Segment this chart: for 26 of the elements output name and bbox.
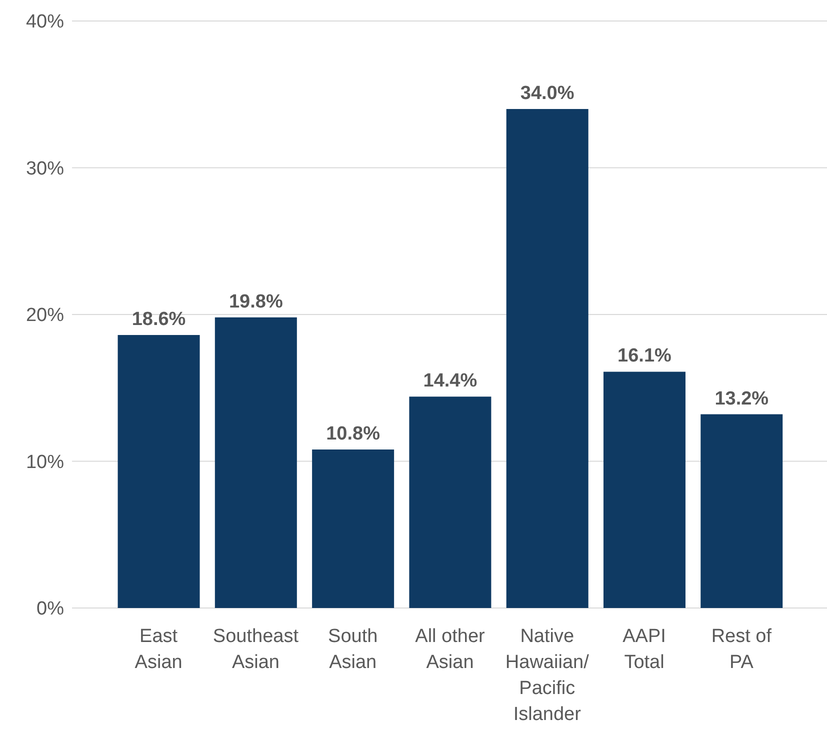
bar [312,450,394,608]
bar [409,396,492,608]
data-label: 34.0% [520,83,574,104]
y-tick-label: 40% [26,12,64,33]
x-tick-label: Native Hawaiian/ Pacific Islander [505,626,590,725]
data-label: 10.8% [326,424,380,445]
bar [118,335,200,608]
y-tick-label: 10% [26,452,64,473]
bar [603,372,686,608]
data-label: 18.6% [132,309,186,330]
x-tick-label: East Asian [134,626,182,673]
bar [214,317,297,608]
x-tick-label: All other Asian [415,626,486,673]
x-tick-label: Southeast Asian [212,626,300,673]
y-tick-label: 30% [26,158,64,180]
data-label: 16.1% [618,346,672,367]
data-label: 19.8% [228,291,283,312]
bar [700,414,783,608]
data-label: 14.4% [423,370,478,392]
y-tick-label: 0% [36,598,64,620]
x-tick-label: South Asian [328,626,378,673]
x-tick-label: Rest of PA [711,626,772,673]
bar [506,109,588,608]
x-tick-label: AAPI Total [622,626,666,673]
data-label: 13.2% [714,388,769,410]
y-tick-label: 20% [26,305,64,326]
